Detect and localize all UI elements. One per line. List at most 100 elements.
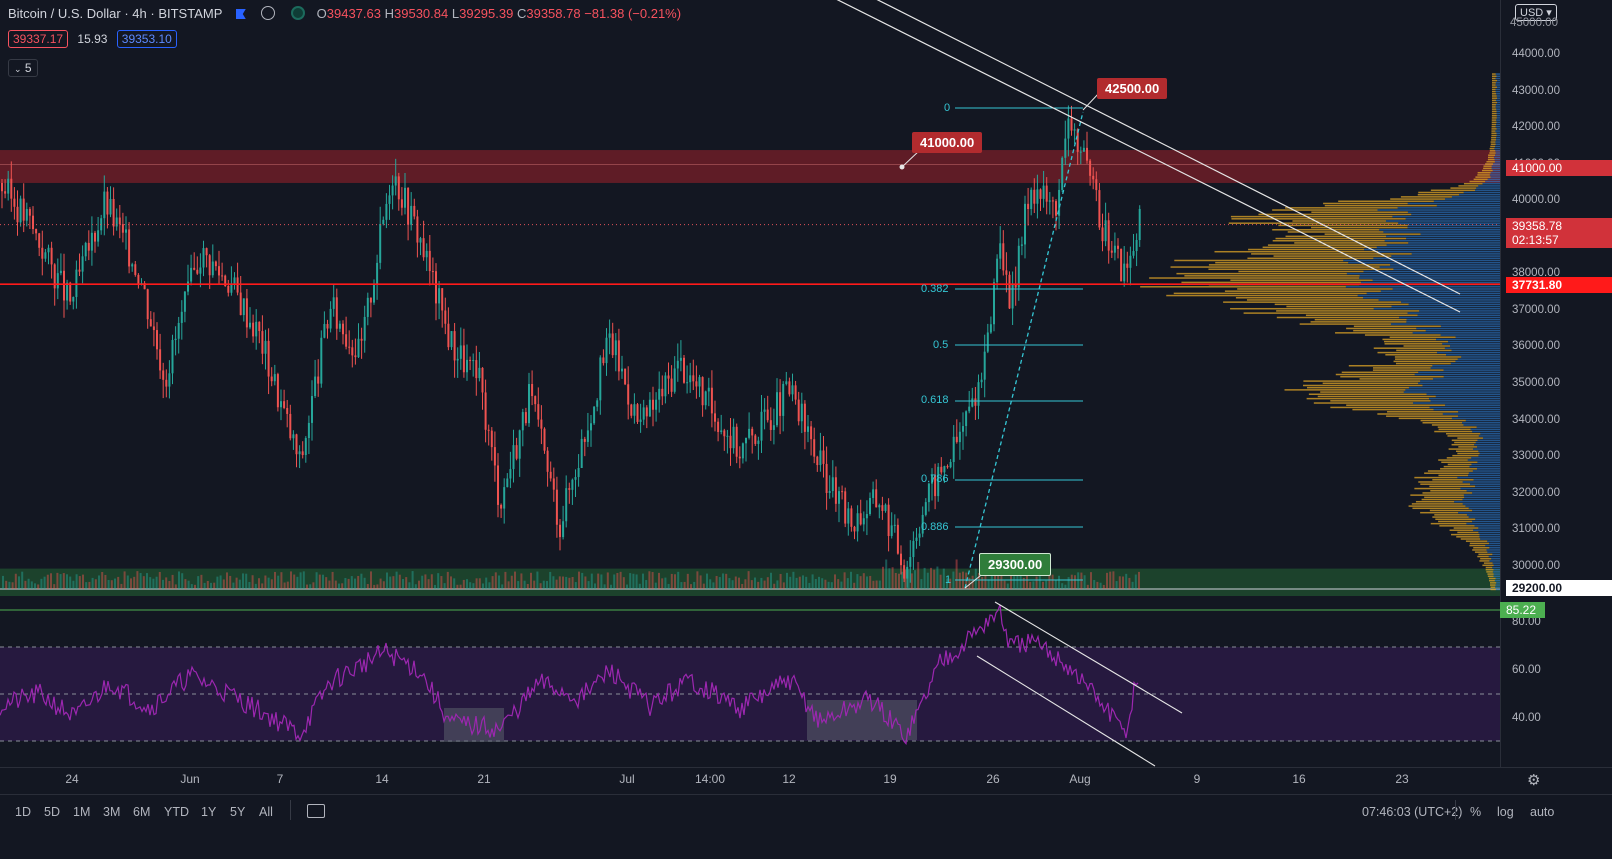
price-axis-label: 30000.00 [1512, 559, 1560, 572]
timeframe-ytd[interactable]: YTD [164, 805, 189, 819]
candle-body [13, 198, 16, 207]
indicators-toggle[interactable]: ⌄ 5 [8, 59, 38, 77]
volume-bar [85, 582, 88, 589]
volume-profile-bar [1417, 193, 1459, 196]
ask-price[interactable]: 39353.10 [116, 30, 177, 48]
time-label: 24 [65, 772, 79, 786]
volume-bar [930, 567, 932, 589]
volume-bar [466, 579, 468, 589]
candle-body [986, 332, 989, 352]
bid-price[interactable]: 39337.17 [8, 30, 69, 48]
volume-profile-bar [1491, 136, 1497, 139]
candle-body [118, 217, 121, 225]
candle-body [521, 412, 524, 431]
candle-body [490, 430, 493, 448]
timeframe-3m[interactable]: 3M [103, 805, 121, 819]
candle-body [329, 308, 332, 329]
volume-profile-bar [1490, 143, 1496, 145]
candle-body [881, 505, 884, 511]
volume-profile-bar [1223, 301, 1402, 303]
volume-profile-bar [1491, 77, 1496, 80]
candle-body [887, 504, 890, 537]
symbol-title[interactable]: Bitcoin / U.S. Dollar [8, 6, 121, 21]
timeframe-5y[interactable]: 5Y [230, 805, 246, 819]
volume-profile-bar [1489, 560, 1500, 562]
volume-bar [254, 583, 257, 589]
candle-body [652, 399, 654, 410]
candle-body [602, 357, 605, 364]
timeframe-6m[interactable]: 6M [133, 805, 151, 819]
candle-body [794, 385, 797, 400]
candle-body [149, 319, 152, 327]
volume-profile-bar [1407, 202, 1500, 205]
timeframe-all[interactable]: All [259, 805, 273, 819]
date-range-icon[interactable] [307, 804, 325, 818]
candle-body [187, 281, 189, 292]
candle-body [723, 430, 726, 437]
volume-bar [632, 573, 635, 589]
timeframe-1m[interactable]: 1M [73, 805, 91, 819]
auto-toggle[interactable]: auto [1530, 805, 1555, 819]
currency-button[interactable]: USD ▾ [1515, 4, 1557, 21]
bottom-toolbar-divider [0, 794, 1612, 795]
candle-body [419, 238, 422, 243]
settings-gear-icon[interactable]: ⚙ [1527, 772, 1541, 789]
volume-profile-bar [1414, 476, 1458, 479]
volume-bar [949, 578, 952, 589]
volume-profile-bar [1491, 557, 1500, 560]
volume-profile-bar [1464, 496, 1500, 499]
candle-body [934, 475, 937, 497]
callout-low[interactable]: 29300.00 [979, 553, 1052, 576]
timeframe-1y[interactable]: 1Y [201, 805, 217, 819]
fib-label-0382: 0.382 [921, 283, 949, 295]
high-value: 39530.84 [394, 6, 449, 21]
volume-bar [456, 584, 459, 589]
interval-label[interactable]: 4h [132, 6, 147, 21]
volume-profile-bar [1487, 540, 1500, 542]
volume-profile-bar [1493, 575, 1500, 578]
candle-body [664, 375, 667, 397]
candle-body [906, 566, 909, 579]
volume-profile-bar [1343, 259, 1500, 262]
timeframe-1d[interactable]: 1D [15, 805, 31, 819]
volume-bar [786, 572, 788, 589]
volume-profile-bar [1447, 435, 1479, 437]
volume-profile-bar [1457, 358, 1500, 360]
volume-bar [283, 582, 286, 589]
callout-resistance[interactable]: 41000.00 [912, 132, 983, 153]
candle-body [90, 232, 93, 251]
price-axis[interactable] [1500, 0, 1612, 767]
volume-profile-bar [1444, 198, 1500, 200]
percent-toggle[interactable]: % [1470, 805, 1482, 819]
volume-bar [933, 569, 936, 589]
callout-high[interactable]: 42500.00 [1097, 78, 1168, 99]
volume-profile-bar [1247, 257, 1374, 260]
volume-profile-bar [1422, 384, 1500, 387]
volume-profile-bar [1496, 108, 1500, 110]
volume-profile-bar [1274, 303, 1409, 306]
clock[interactable]: 07:46:03 (UTC+2) [1362, 805, 1463, 819]
volume-bar [136, 571, 139, 589]
timeframe-5d[interactable]: 5D [44, 805, 60, 819]
candle-body [1089, 160, 1092, 176]
volume-profile-bar [1482, 564, 1494, 567]
candle-body [627, 384, 630, 405]
volume-bar [603, 584, 606, 589]
candle-body [1107, 220, 1110, 251]
volume-bar [72, 580, 75, 589]
log-toggle[interactable]: log [1497, 805, 1514, 819]
volume-profile-bar [1495, 586, 1500, 588]
candle-body [531, 384, 534, 397]
volume-profile-bar [1408, 386, 1500, 389]
volume-profile-bar [1454, 500, 1500, 503]
volume-profile-bar [1429, 397, 1500, 400]
volume-profile-bar [1251, 253, 1412, 255]
volume-bar [738, 577, 740, 589]
volume-profile-bar [1490, 586, 1496, 588]
volume-bar [56, 572, 59, 589]
candle-body [373, 284, 375, 303]
volume-bar [808, 582, 811, 589]
eye-icon[interactable] [261, 6, 276, 20]
volume-profile-bar [1414, 373, 1500, 376]
